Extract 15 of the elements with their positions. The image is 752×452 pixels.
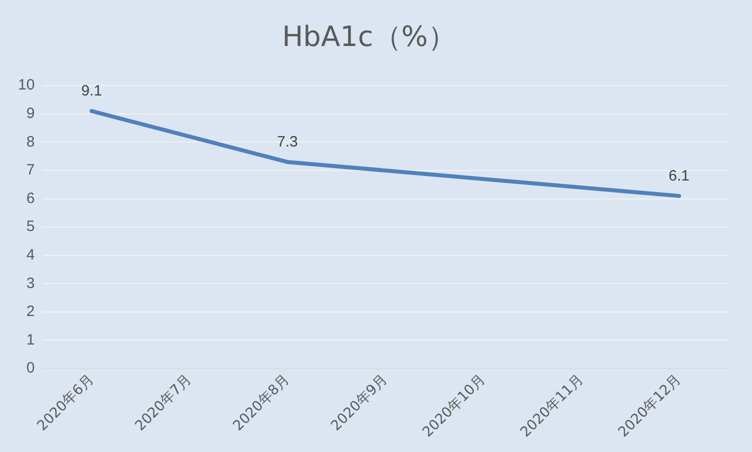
y-tick-label: 0 xyxy=(26,360,35,377)
y-tick-label: 8 xyxy=(26,133,35,150)
y-tick-label: 10 xyxy=(18,76,35,94)
data-label: 6.1 xyxy=(668,168,690,185)
y-tick-label: 4 xyxy=(26,246,35,264)
y-tick-label: 5 xyxy=(26,218,35,236)
data-label: 9.1 xyxy=(81,82,102,100)
y-tick-label: 3 xyxy=(26,274,35,292)
y-tick-label: 6 xyxy=(26,190,35,207)
y-tick-label: 7 xyxy=(26,162,35,179)
data-label: 7.3 xyxy=(277,134,298,151)
y-tick-label: 9 xyxy=(26,105,35,122)
y-tick-label: 2 xyxy=(26,303,35,320)
chart-title: HbA1c（%） xyxy=(282,20,456,54)
y-tick-label: 1 xyxy=(26,331,35,348)
